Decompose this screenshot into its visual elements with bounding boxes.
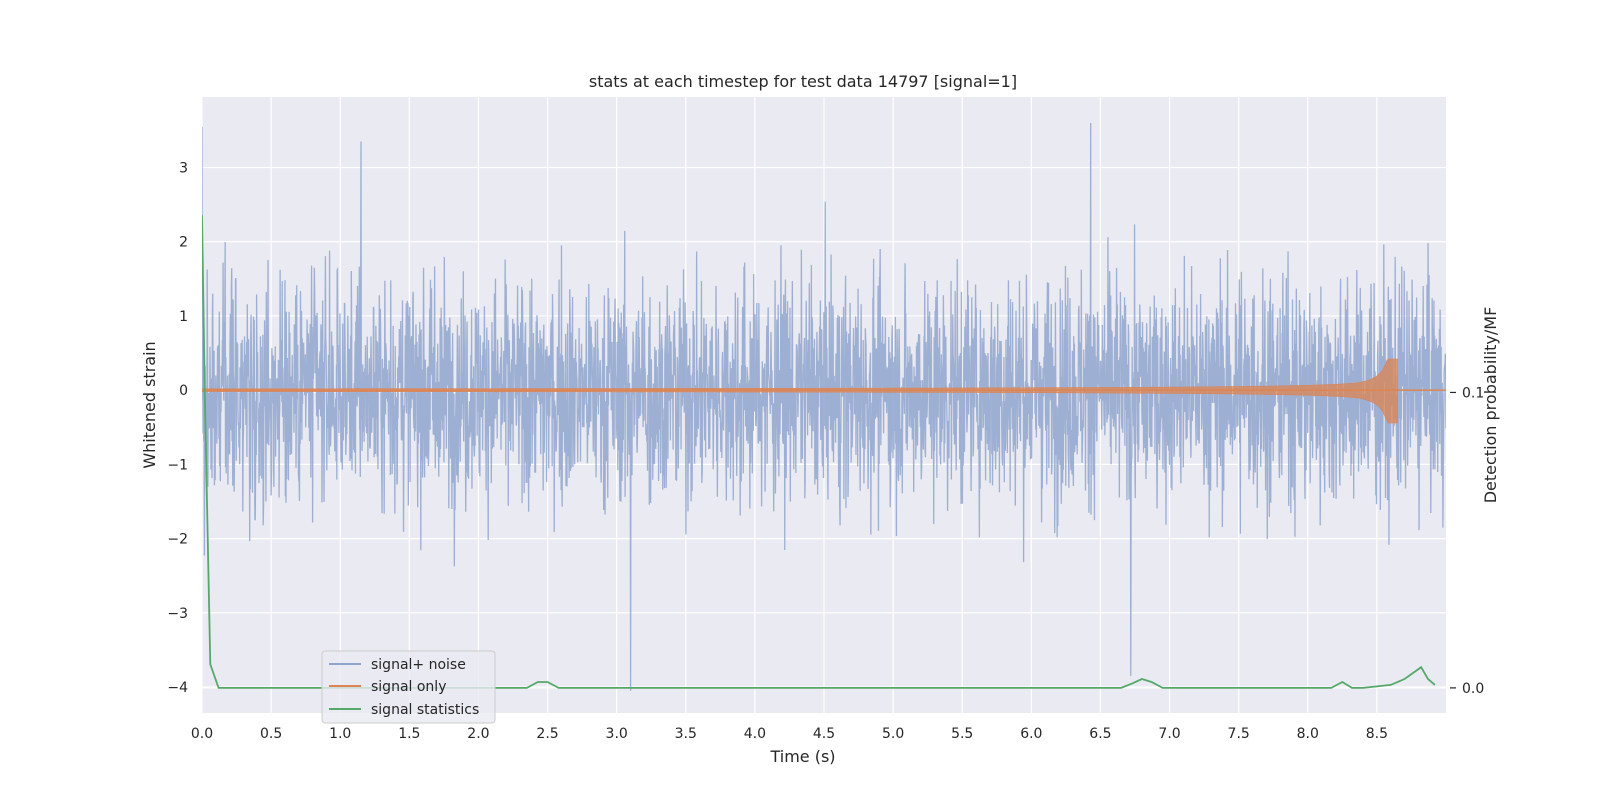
x-axis-ticks: 0.0 0.5 1.0 1.5 2.0 2.5 3.0 3.5 4.0 4.5 5.0 5.5 6.0 6… [191,726,1388,742]
x-tick-label: 6.5 [1089,726,1111,742]
x-tick-label: 5.5 [951,726,973,742]
y-axis-ticks: 3 2 1 0 −1 −2 −3 −4 [167,161,188,697]
legend-label-signal-only: signal only [371,679,446,695]
y-tick-label: 3 [179,161,188,177]
y2-tick-label: 0.0 [1462,681,1484,697]
y-axis-label: Whitened strain [140,341,159,468]
y-tick-label: −2 [167,532,188,548]
x-axis-label: Time (s) [769,747,835,766]
x-tick-label: 7.5 [1228,726,1250,742]
y-tick-label: −4 [167,680,188,696]
chart-title: stats at each timestep for test data 147… [589,72,1017,91]
x-tick-label: 0.5 [260,726,282,742]
x-tick-label: 7.0 [1158,726,1180,742]
x-tick-label: 0.0 [191,726,213,742]
y-tick-label: −3 [167,606,188,622]
x-tick-label: 3.5 [675,726,697,742]
y2-tick-label: 0.1 [1462,385,1484,401]
series-signal-only-band [202,358,1398,424]
x-tick-label: 6.0 [1020,726,1042,742]
legend-box [321,650,496,724]
y-tick-label: 1 [179,309,188,325]
x-tick-label: 4.5 [813,726,835,742]
legend-label-signal-statistics: signal statistics [371,702,479,718]
x-tick-label: 5.0 [882,726,904,742]
y-tick-label: −1 [167,457,188,473]
x-tick-label: 1.0 [329,726,351,742]
x-tick-label: 8.0 [1297,726,1319,742]
x-tick-label: 8.5 [1366,726,1388,742]
x-tick-label: 3.0 [606,726,628,742]
x-tick-label: 1.5 [398,726,420,742]
series-signal-noise-line [202,122,1446,691]
y-tick-label: 0 [179,383,188,399]
y2-axis-label: Detection probability/MF [1481,307,1500,504]
y2-axis-ticks: 0.1 0.0 [1450,385,1484,697]
x-tick-label: 4.0 [744,726,766,742]
legend: signal+ noise signal only signal statist… [321,650,496,724]
x-tick-label: 2.5 [536,726,558,742]
y-tick-label: 2 [179,235,188,251]
legend-label-signal-noise: signal+ noise [371,657,466,673]
x-tick-label: 2.0 [467,726,489,742]
